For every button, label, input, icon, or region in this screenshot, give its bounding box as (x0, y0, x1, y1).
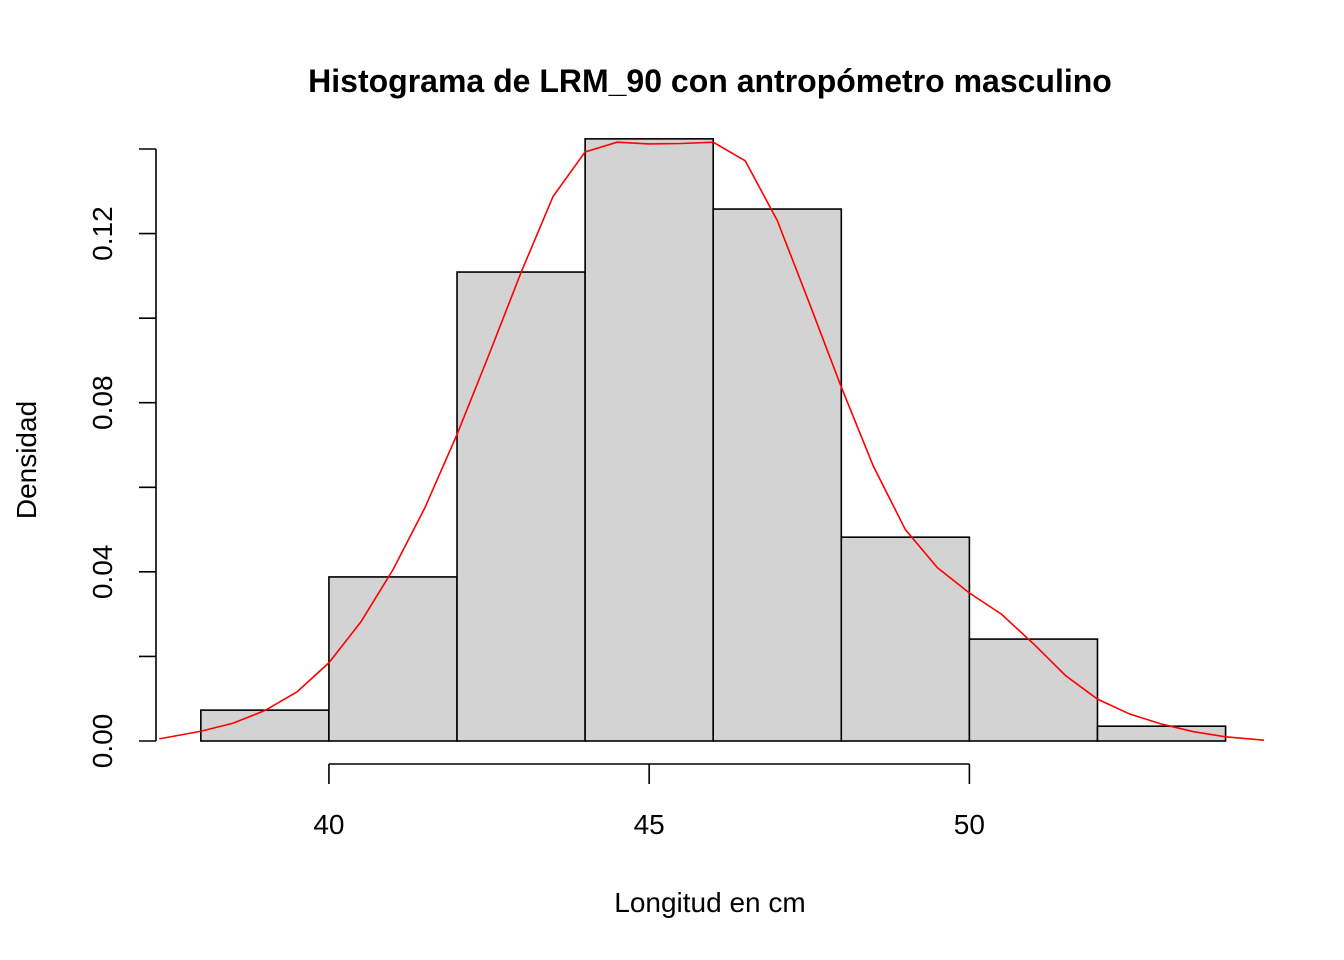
histogram-bar-42-44 (456, 271, 586, 742)
histogram-bars (200, 138, 1227, 742)
x-tick-label: 40 (313, 809, 344, 840)
histogram-bar-50-52 (968, 638, 1099, 742)
y-tick-label: 0.08 (87, 375, 118, 430)
histogram-bar-48-50 (840, 536, 971, 742)
histogram-bar-46-48 (712, 208, 843, 742)
histogram-bar-40-42 (328, 576, 458, 742)
y-tick-label: 0.04 (87, 545, 118, 600)
x-axis-title: Longitud en cm (614, 887, 805, 918)
histogram-bar-44-46 (584, 138, 715, 742)
x-axis: 40 45 50 (313, 763, 985, 840)
density-curve (159, 141, 1265, 741)
x-tick-label: 50 (954, 809, 985, 840)
y-axis: 0.00 0.04 0.08 0.12 (87, 148, 157, 769)
y-axis-title: Densidad (11, 401, 42, 519)
y-tick-label: 0.00 (87, 714, 118, 769)
x-tick-label: 45 (634, 809, 665, 840)
y-tick-label: 0.12 (87, 206, 118, 260)
histogram-bar-52-54 (1096, 725, 1227, 742)
chart-title: Histograma de LRM_90 con antropómetro ma… (308, 63, 1112, 99)
histogram-bar-38-40 (200, 709, 330, 742)
